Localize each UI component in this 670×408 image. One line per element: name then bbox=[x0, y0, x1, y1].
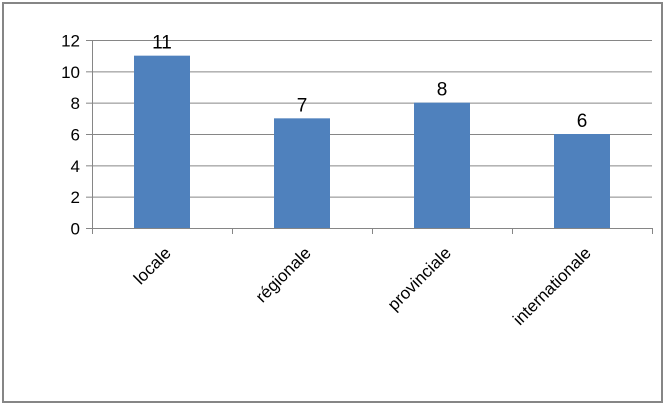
bars bbox=[134, 55, 610, 228]
y-axis-tick-labels: 0 2 4 6 8 10 12 bbox=[61, 32, 80, 239]
data-label-régionale: 7 bbox=[297, 95, 308, 116]
data-label-provinciale: 8 bbox=[437, 80, 448, 101]
y-tick-label-4: 4 bbox=[71, 157, 80, 176]
category-label-régionale: régionale bbox=[252, 243, 315, 306]
y-tick-label-0: 0 bbox=[71, 220, 80, 239]
y-tick-label-2: 2 bbox=[71, 188, 80, 207]
y-tick-label-12: 12 bbox=[61, 32, 80, 51]
bar-régionale bbox=[274, 118, 330, 228]
category-label-internationale: internationale bbox=[509, 243, 595, 329]
bar-provinciale bbox=[414, 102, 470, 228]
chart-frame bbox=[2, 2, 663, 403]
data-label-locale: 11 bbox=[152, 33, 172, 54]
data-labels: 11 7 8 6 bbox=[152, 33, 587, 132]
bar-locale bbox=[134, 55, 190, 228]
axes bbox=[86, 40, 653, 234]
category-label-locale: locale bbox=[130, 243, 175, 288]
category-label-provinciale: provinciale bbox=[384, 243, 455, 314]
data-label-internationale: 6 bbox=[577, 111, 588, 132]
y-tick-label-10: 10 bbox=[61, 63, 80, 82]
bar-internationale bbox=[554, 134, 610, 228]
x-axis-category-labels: locale régionale provinciale internationale bbox=[130, 243, 595, 329]
y-tick-label-8: 8 bbox=[71, 94, 80, 113]
y-tick-label-6: 6 bbox=[71, 126, 80, 145]
